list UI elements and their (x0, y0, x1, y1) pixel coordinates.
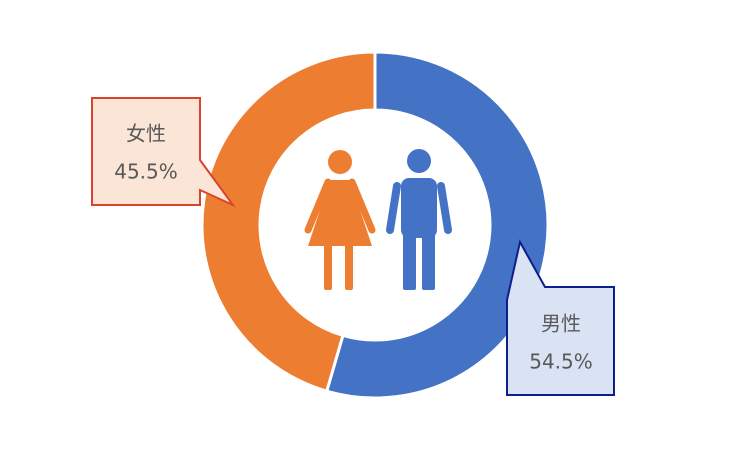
callout-female (91, 97, 237, 208)
callout-male (506, 239, 615, 396)
woman-icon (304, 150, 376, 290)
category-label: 女性 (126, 122, 166, 146)
value-label: 54.5% (529, 350, 593, 374)
value-label: 45.5% (114, 160, 178, 184)
donut-slice (200, 50, 377, 393)
donut-slice (324, 50, 550, 400)
man-icon (386, 149, 452, 290)
category-label: 男性 (541, 312, 581, 336)
donut (200, 50, 550, 400)
